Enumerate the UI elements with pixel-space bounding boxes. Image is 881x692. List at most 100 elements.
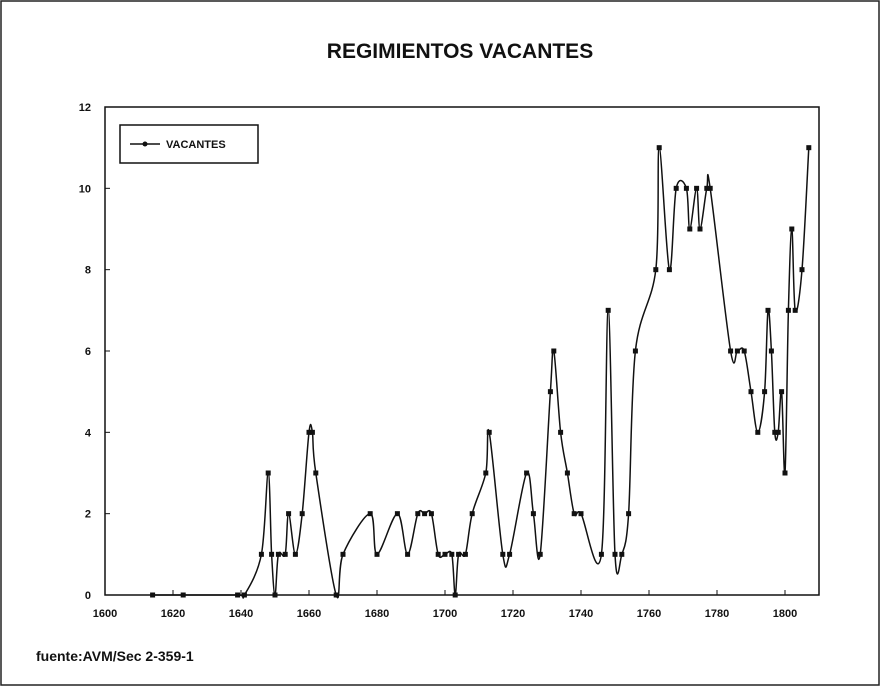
x-tick-label: 1720: [501, 608, 525, 620]
data-point: [792, 307, 798, 313]
data-point: [612, 551, 618, 557]
data-point: [789, 226, 795, 232]
data-point: [632, 348, 638, 354]
data-point: [286, 511, 292, 517]
data-point: [241, 592, 247, 598]
x-tick-label: 1620: [161, 608, 185, 620]
x-tick-label: 1780: [705, 608, 729, 620]
data-point: [275, 551, 281, 557]
data-point: [415, 511, 421, 517]
x-tick-label: 1680: [365, 608, 389, 620]
x-tick-label: 1800: [773, 608, 797, 620]
data-point: [687, 226, 693, 232]
data-point: [258, 551, 264, 557]
data-point: [578, 511, 584, 517]
data-point: [405, 551, 411, 557]
data-point: [694, 185, 700, 191]
data-point: [180, 592, 186, 598]
y-tick-label: 8: [85, 265, 91, 277]
data-point: [524, 470, 530, 476]
data-point: [558, 429, 564, 435]
data-point: [313, 470, 319, 476]
data-point: [306, 429, 312, 435]
data-point: [598, 551, 604, 557]
data-point: [282, 551, 288, 557]
data-point: [707, 185, 713, 191]
data-point: [762, 389, 768, 395]
data-point: [150, 592, 156, 598]
data-point: [422, 511, 428, 517]
series-line: [152, 146, 810, 599]
data-point: [374, 551, 380, 557]
x-tick-label: 1760: [637, 608, 661, 620]
legend-label: VACANTES: [166, 139, 226, 151]
data-point: [483, 470, 489, 476]
data-point: [782, 470, 788, 476]
x-tick-label: 1640: [229, 608, 253, 620]
data-point: [666, 267, 672, 273]
data-point: [269, 551, 275, 557]
data-point: [772, 429, 778, 435]
data-point: [435, 551, 441, 557]
data-point: [779, 389, 785, 395]
y-tick-label: 6: [85, 346, 91, 358]
data-point: [292, 551, 298, 557]
data-point: [367, 511, 373, 517]
data-point: [333, 592, 339, 598]
data-point: [656, 145, 662, 151]
data-point: [235, 592, 241, 598]
data-point: [728, 348, 734, 354]
legend-marker: [142, 141, 148, 147]
data-point: [486, 429, 492, 435]
y-tick-label: 0: [85, 590, 91, 602]
y-tick-label: 12: [79, 102, 91, 114]
data-point: [272, 592, 278, 598]
data-point: [340, 551, 346, 557]
data-point: [785, 307, 791, 313]
x-tick-label: 1700: [433, 608, 457, 620]
data-point: [265, 470, 271, 476]
data-point: [309, 429, 315, 435]
data-point: [394, 511, 400, 517]
data-point: [806, 145, 812, 151]
data-point: [507, 551, 513, 557]
data-point: [697, 226, 703, 232]
data-point: [765, 307, 771, 313]
y-tick-label: 4: [85, 427, 92, 439]
data-point: [571, 511, 577, 517]
chart-title: REGIMIENTOS VACANTES: [327, 40, 593, 63]
data-point: [564, 470, 570, 476]
data-point: [626, 511, 632, 517]
data-point: [755, 429, 761, 435]
data-point: [619, 551, 625, 557]
data-point: [500, 551, 506, 557]
data-point: [299, 511, 305, 517]
y-tick-label: 2: [85, 509, 91, 521]
data-point: [462, 551, 468, 557]
data-point: [775, 429, 781, 435]
x-tick-label: 1660: [297, 608, 321, 620]
data-point: [683, 185, 689, 191]
data-point: [537, 551, 543, 557]
data-point: [551, 348, 557, 354]
data-point: [748, 389, 754, 395]
data-point: [673, 185, 679, 191]
source-note: fuente:AVM/Sec 2-359-1: [36, 648, 194, 664]
data-point: [734, 348, 740, 354]
x-tick-label: 1600: [93, 608, 117, 620]
y-tick-label: 10: [79, 183, 91, 195]
data-point: [530, 511, 536, 517]
data-point: [428, 511, 434, 517]
data-point: [605, 307, 611, 313]
data-point: [442, 551, 448, 557]
data-point: [456, 551, 462, 557]
data-point: [547, 389, 553, 395]
data-point: [704, 185, 710, 191]
data-point: [653, 267, 659, 273]
data-point: [452, 592, 458, 598]
data-point: [768, 348, 774, 354]
data-point: [469, 511, 475, 517]
data-point: [741, 348, 747, 354]
